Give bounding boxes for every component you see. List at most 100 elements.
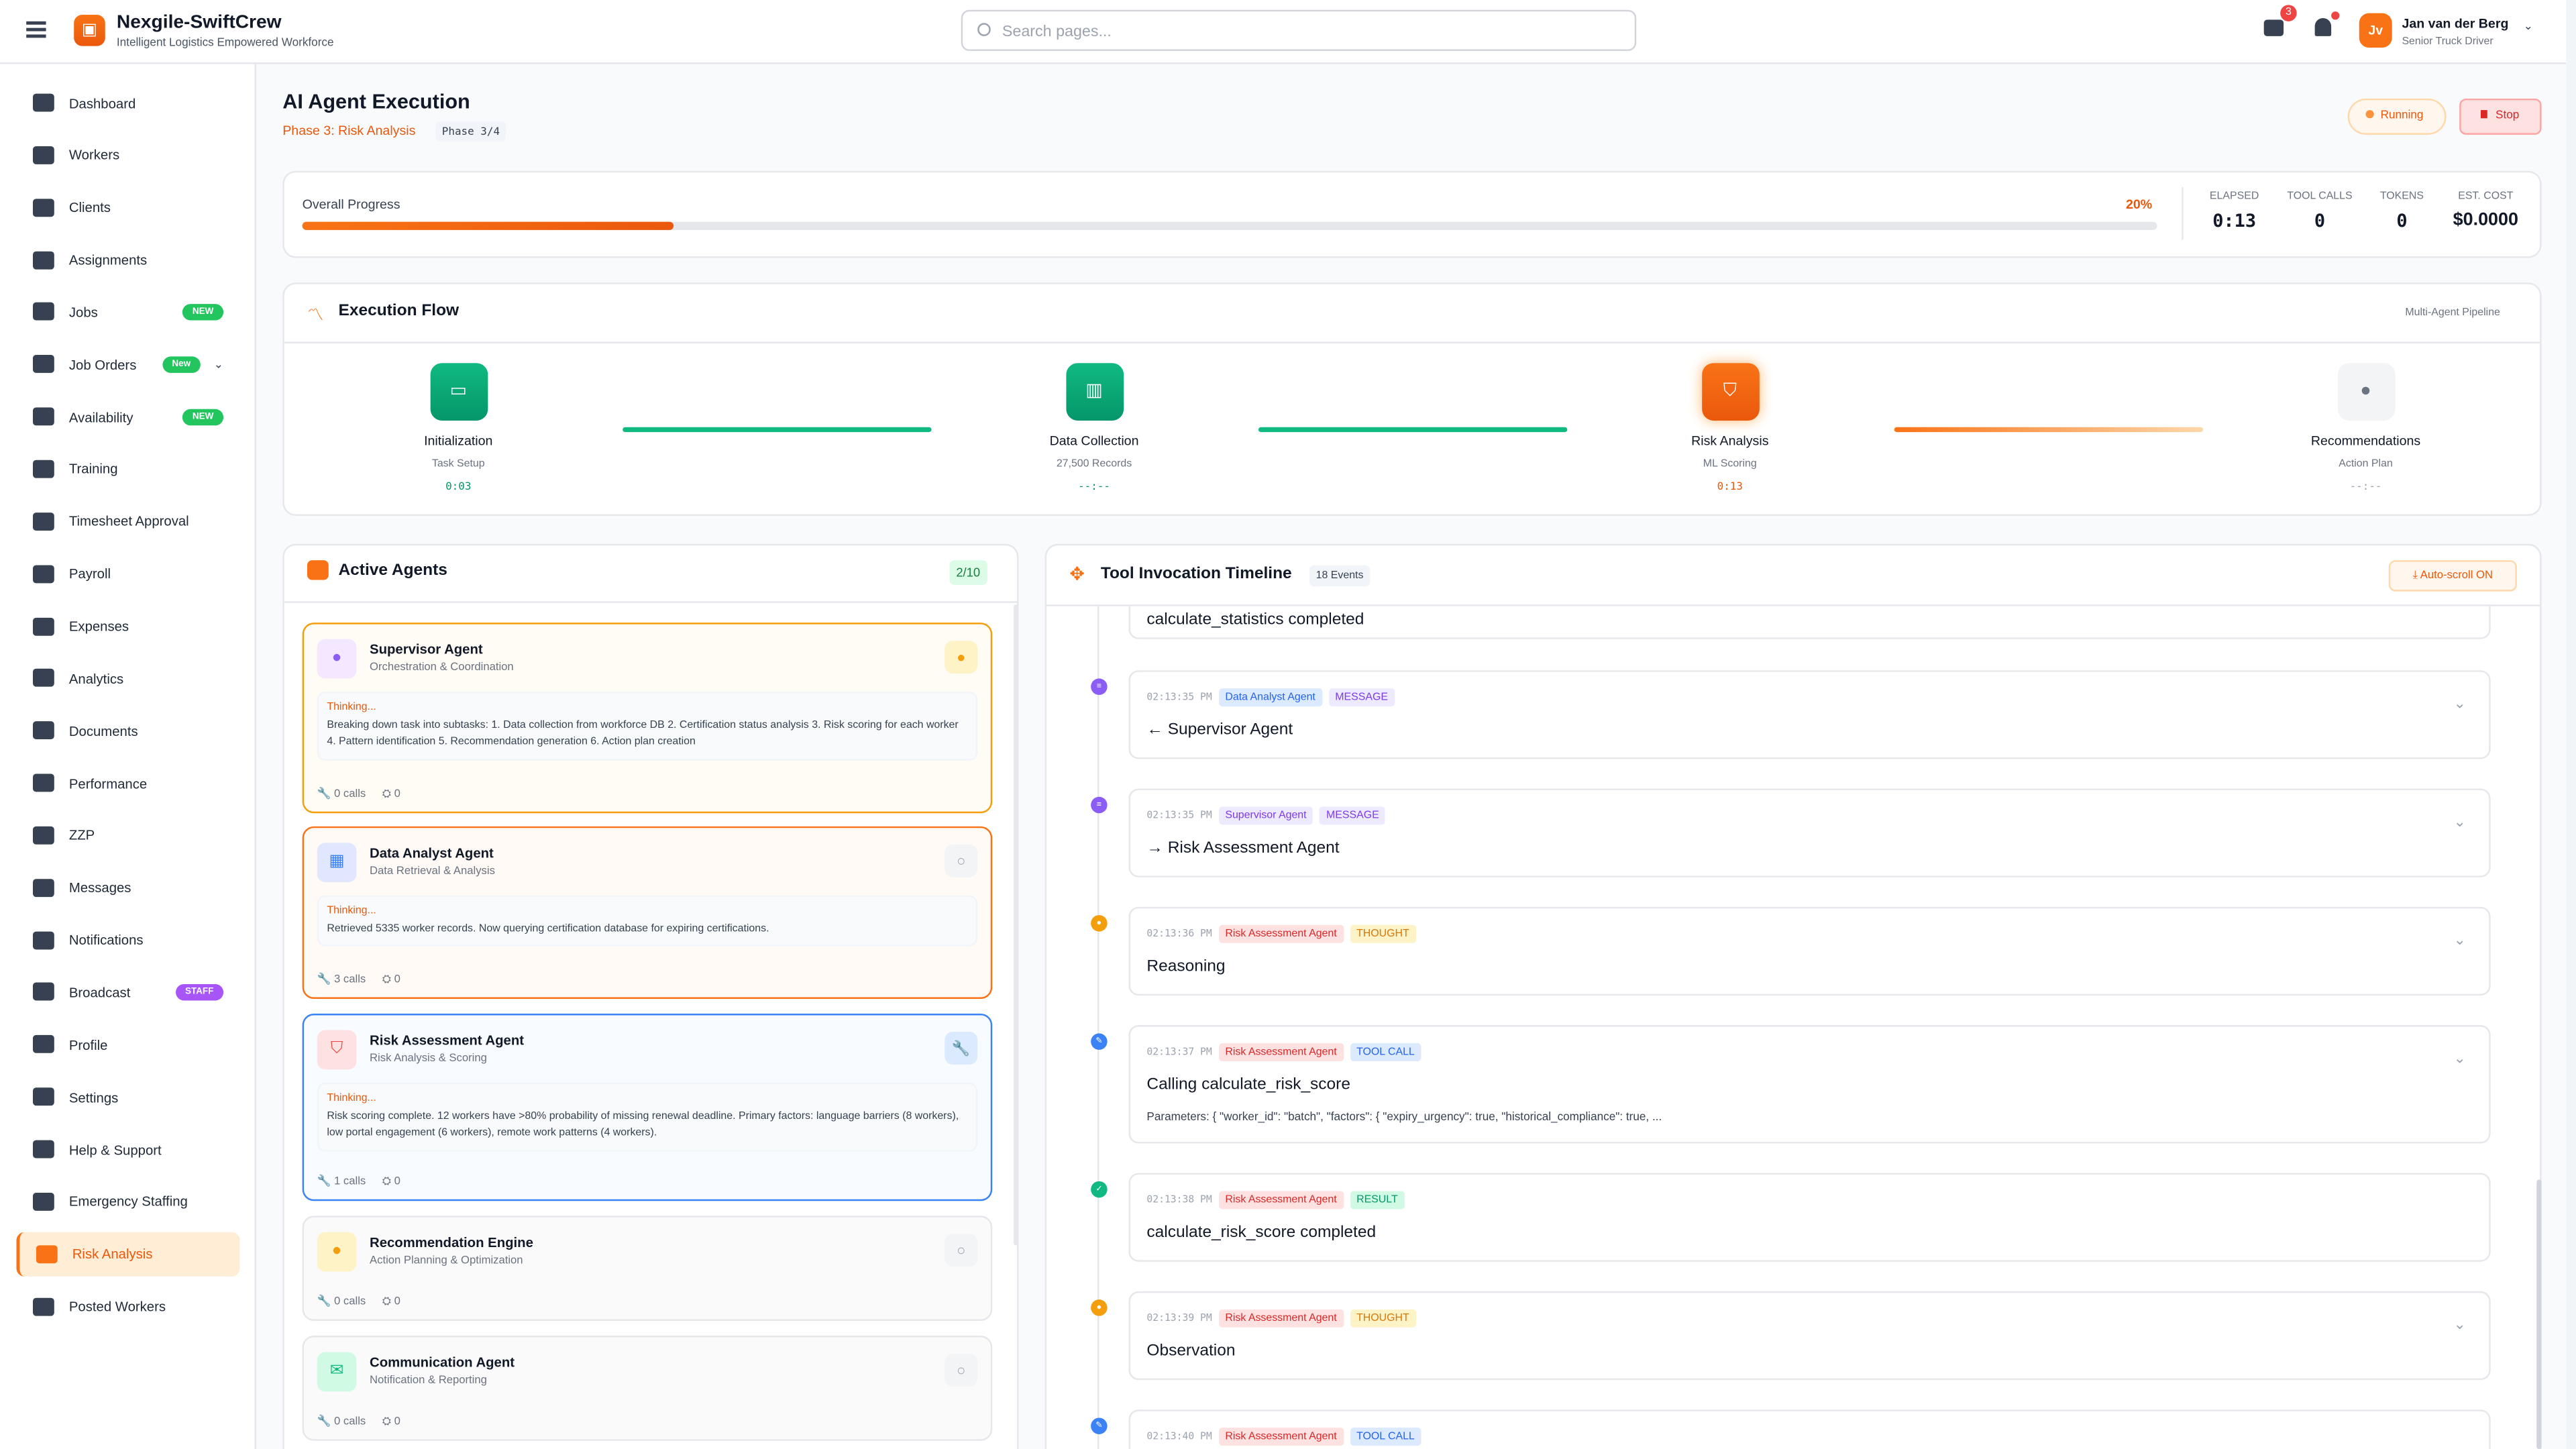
sidebar-item-analytics[interactable]: Analytics <box>16 656 239 700</box>
agent-name: Risk Assessment Agent <box>370 1031 525 1049</box>
timeline-event[interactable]: calculate_statistics completed <box>1128 606 2491 639</box>
sidebar-item-broadcast[interactable]: Broadcast STAFF <box>16 970 239 1014</box>
sidebar-item-label: Posted Workers <box>68 1297 166 1315</box>
timeline-event[interactable]: 02:13:35 PM Supervisor Agent MESSAGE → Risk… <box>1128 788 2491 877</box>
chevron-down-icon[interactable]: ⌄ <box>2453 813 2466 830</box>
sidebar-item-settings[interactable]: Settings <box>16 1075 239 1119</box>
sidebar-item-zzp[interactable]: ZZP <box>16 813 239 857</box>
timeline-scrollbar[interactable] <box>2536 1179 2542 1449</box>
sidebar-item-performance[interactable]: Performance <box>16 761 239 805</box>
timeline-event[interactable]: 02:13:38 PM Risk Assessment Agent RESULT ca… <box>1128 1173 2491 1262</box>
sidebar-item-risk-analysis[interactable]: Risk Analysis <box>16 1231 240 1277</box>
star-icon <box>32 773 54 792</box>
agent-card-risk-assessment-agent[interactable]: ⛉ Risk Assessment Agent Risk Analysis & Sc… <box>302 1014 993 1201</box>
stat-3: Est. Cost $0.0000 <box>2436 191 2535 230</box>
event-title: Reasoning <box>1146 957 1226 976</box>
sidebar-item-label: Jobs <box>68 303 98 321</box>
chevron-down-icon[interactable]: ⌄ <box>2453 1316 2466 1333</box>
agents-count-badge: 2/10 <box>949 560 987 585</box>
agent-tag: Risk Assessment Agent <box>1218 1428 1344 1446</box>
thinking-status: Thinking... <box>327 1092 376 1104</box>
chevron-down-icon[interactable]: ⌄ <box>2453 931 2466 949</box>
sidebar-item-label: ZZP <box>68 826 95 844</box>
messages-icon[interactable] <box>2263 19 2284 36</box>
avatar[interactable]: Jv <box>2359 13 2392 48</box>
auto-scroll-toggle[interactable]: ⤓ Auto-scroll ON <box>2388 560 2517 592</box>
timeline-event[interactable]: 02:13:36 PM Risk Assessment Agent THOUGHT R… <box>1128 906 2491 996</box>
timeline-scroll[interactable]: calculate_statistics completed ≡ 02:13:35… <box>1046 604 2540 1449</box>
chevron-down-icon[interactable]: ⌄ <box>2453 694 2466 712</box>
stop-button[interactable]: Stop <box>2459 98 2542 135</box>
sidebar-item-jobs[interactable]: Jobs NEW <box>16 290 239 334</box>
divider <box>284 341 2540 343</box>
agent-card-recommendation-engine[interactable]: ● Recommendation Engine Action Planning & … <box>302 1216 993 1321</box>
sidebar-item-label: Risk Analysis <box>72 1245 153 1263</box>
lightbulb-icon: ● <box>1091 1299 1108 1316</box>
agent-stats: 🔧 0 calls ⛭ 0 <box>317 787 400 802</box>
timeline-event[interactable]: 02:13:40 PM Risk Assessment Agent TOOL CAL… <box>1128 1409 2491 1449</box>
agent-thought: Thinking... Retrieved 5335 worker records… <box>317 895 978 947</box>
sidebar-item-clients[interactable]: Clients <box>16 185 239 229</box>
globe-icon <box>32 1297 54 1316</box>
agent-role: Notification & Reporting <box>370 1375 487 1387</box>
timeline-event[interactable]: 02:13:39 PM Risk Assessment Agent THOUGHT O… <box>1128 1291 2491 1381</box>
sidebar-item-assignments[interactable]: Assignments <box>16 237 239 282</box>
agent-card-communication-agent[interactable]: ✉ Communication Agent Notification & Repor… <box>302 1336 993 1441</box>
flow-connector <box>623 427 932 433</box>
event-title: Observation <box>1146 1342 1236 1360</box>
event-params: Parameters: { "worker_id": "batch", "fac… <box>1146 1112 1662 1124</box>
chevron-down-icon[interactable]: ⌄ <box>2523 21 2534 33</box>
message-icon: ≡ <box>1091 678 1108 695</box>
event-time: 02:13:35 PM <box>1146 810 1212 822</box>
chevron-down-icon[interactable]: ⌄ <box>213 359 224 371</box>
step-name: Data Collection <box>1049 433 1139 449</box>
sidebar-item-help-support[interactable]: Help & Support <box>16 1127 239 1171</box>
brain-icon: ● <box>317 639 357 679</box>
sidebar-item-label: Settings <box>68 1088 119 1106</box>
agent-card-data-analyst-agent[interactable]: ▦ Data Analyst Agent Data Retrieval & Anal… <box>302 826 993 999</box>
sidebar-item-documents[interactable]: Documents <box>16 708 239 753</box>
agent-role: Data Retrieval & Analysis <box>370 865 495 877</box>
clipboard-icon <box>32 250 54 269</box>
bell-icon <box>32 930 54 949</box>
bell-icon[interactable] <box>2314 17 2332 36</box>
timeline-event[interactable]: 02:13:37 PM Risk Assessment Agent TOOL CAL… <box>1128 1025 2491 1144</box>
event-time: 02:13:36 PM <box>1146 928 1212 940</box>
sidebar-item-messages[interactable]: Messages <box>16 865 239 910</box>
stat-label: Tool Calls <box>2287 191 2353 203</box>
tokens-count: 0 <box>394 1416 400 1428</box>
idle-circle-icon: ○ <box>945 844 978 877</box>
agents-scrollbar[interactable] <box>1014 604 1019 1246</box>
event-meta: 02:13:38 PM Risk Assessment Agent RESULT <box>1146 1191 1405 1210</box>
briefcase-icon <box>32 826 54 845</box>
sidebar-item-notifications[interactable]: Notifications <box>16 918 239 962</box>
agent-stats: 🔧 1 calls ⛭ 0 <box>317 1175 400 1189</box>
page-scrollbar[interactable] <box>2566 0 2576 1449</box>
event-title: ← Supervisor Agent <box>1146 721 1293 740</box>
agent-thought: Thinking... Risk scoring complete. 12 wor… <box>317 1082 978 1151</box>
sidebar-item-profile[interactable]: Profile <box>16 1022 239 1067</box>
token-icon: ⛭ <box>382 788 394 800</box>
user-name[interactable]: Jan van der Berg <box>2402 16 2509 32</box>
sidebar-item-job-orders[interactable]: Job Orders New ⌄ <box>16 342 239 386</box>
event-meta: 02:13:35 PM Data Analyst Agent MESSAGE <box>1146 688 1395 707</box>
sidebar-item-expenses[interactable]: Expenses <box>16 604 239 648</box>
chevron-down-icon[interactable]: ⌄ <box>2453 1049 2466 1067</box>
divider <box>2182 187 2184 240</box>
sidebar-item-timesheet-approval[interactable]: Timesheet Approval <box>16 499 239 543</box>
sidebar-item-dashboard[interactable]: Dashboard <box>16 80 239 125</box>
sidebar-item-availability[interactable]: Availability NEW <box>16 394 239 439</box>
sidebar-item-training[interactable]: Training <box>16 447 239 491</box>
timeline-event[interactable]: 02:13:35 PM Data Analyst Agent MESSAGE ← Su… <box>1128 670 2491 759</box>
sidebar-item-workers[interactable]: Workers <box>16 133 239 177</box>
sidebar-item-emergency-staffing[interactable]: Emergency Staffing <box>16 1179 239 1224</box>
sidebar-item-posted-workers[interactable]: Posted Workers <box>16 1284 239 1328</box>
token-icon: ⛭ <box>382 1416 394 1428</box>
timeline-title: Tool Invocation Timeline <box>1100 565 1292 584</box>
event-time: 02:13:38 PM <box>1146 1194 1212 1206</box>
menu-icon[interactable] <box>26 21 46 38</box>
sidebar-item-payroll[interactable]: Payroll <box>16 551 239 596</box>
search-input[interactable]: Search pages... <box>961 9 1637 51</box>
thinking-status: Thinking... <box>327 905 376 917</box>
agent-card-supervisor-agent[interactable]: ● Supervisor Agent Orchestration & Coordin… <box>302 623 993 814</box>
